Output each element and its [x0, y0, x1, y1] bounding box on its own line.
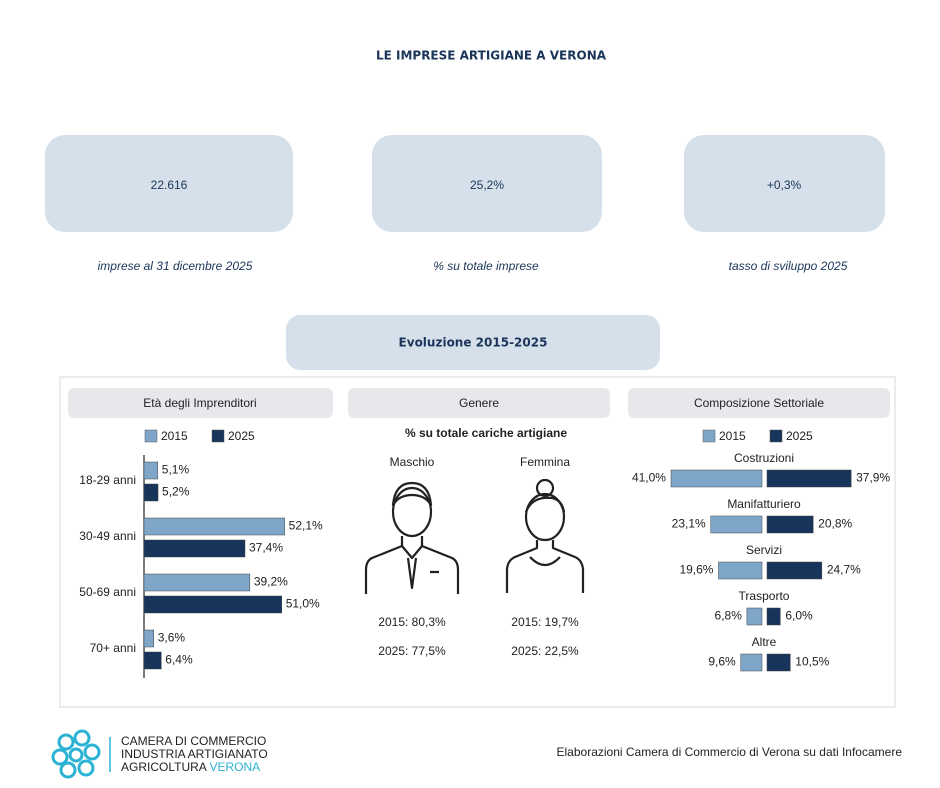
value-label: 52,1%	[289, 519, 323, 533]
kpi-label: tasso di sviluppo 2025	[729, 259, 848, 273]
bar	[710, 515, 763, 534]
value-label: 24,7%	[827, 563, 861, 577]
bar	[143, 651, 162, 670]
title: LE IMPRESE ARTIGIANE A VERONA	[376, 49, 607, 63]
value-label: 51,0%	[286, 597, 320, 611]
value-label: 20,8%	[818, 517, 852, 531]
section-box	[286, 315, 660, 370]
panel-title: Genere	[459, 396, 499, 410]
category-label: Costruzioni	[734, 451, 794, 465]
category-label: 70+ anni	[90, 641, 136, 655]
panel-header	[68, 388, 333, 418]
kpi-value: +0,3%	[767, 178, 802, 192]
bar	[143, 573, 251, 592]
legend-label: 2025	[786, 429, 813, 443]
category-label: 50-69 anni	[79, 585, 136, 599]
value-label: 5,1%	[162, 463, 190, 477]
kpi-value: 22.616	[151, 178, 188, 192]
legend-label: 2015	[719, 429, 746, 443]
value-label: 6,4%	[165, 653, 193, 667]
bar	[143, 595, 282, 614]
section-title: Evoluzione 2015-2025	[399, 336, 548, 350]
bar	[143, 629, 154, 648]
org-line: INDUSTRIA ARTIGIANATO	[121, 747, 268, 761]
gender-stat: 2025: 22,5%	[511, 644, 579, 658]
category-label: 30-49 anni	[79, 529, 136, 543]
legend-label: 2025	[228, 429, 255, 443]
gender-stat: 2015: 80,3%	[378, 615, 446, 629]
bar	[670, 469, 763, 488]
bar	[766, 515, 814, 534]
category-label: Servizi	[746, 543, 782, 557]
bar	[143, 483, 159, 502]
gender-stat: 2025: 77,5%	[378, 644, 446, 658]
value-label: 6,8%	[715, 609, 743, 623]
bar	[766, 469, 852, 488]
value-label: 41,0%	[632, 471, 666, 485]
panel-title: Età degli Imprenditori	[143, 396, 256, 410]
legend-swatch	[702, 429, 716, 443]
logo	[51, 729, 101, 779]
value-label: 6,0%	[785, 609, 813, 623]
org-city: VERONA	[209, 760, 260, 774]
value-label: 10,5%	[795, 655, 829, 669]
org-line: AGRICOLTURA	[121, 760, 207, 774]
kpi-box	[372, 135, 602, 232]
legend-swatch	[769, 429, 783, 443]
panel-title: Composizione Settoriale	[694, 396, 824, 410]
org-line: CAMERA DI COMMERCIO	[121, 734, 266, 748]
bar	[143, 517, 285, 536]
value-label: 5,2%	[162, 485, 190, 499]
kpi-box	[45, 135, 293, 232]
legend-swatch	[144, 429, 158, 443]
value-label: 23,1%	[672, 517, 706, 531]
bar	[740, 653, 763, 672]
org-line: AGRICOLTURA VERONA	[121, 760, 260, 774]
male-icon	[364, 481, 460, 594]
bar	[143, 539, 246, 558]
kpi-value: 25,2%	[470, 178, 504, 192]
value-label: 37,4%	[249, 541, 283, 555]
legend-label: 2015	[161, 429, 188, 443]
credit: Elaborazioni Camera di Commercio di Vero…	[557, 745, 903, 759]
bar	[766, 653, 791, 672]
category-label: Manifatturiero	[727, 497, 801, 511]
category-label: Altre	[752, 635, 777, 649]
kpi-box	[684, 135, 885, 232]
legend-swatch	[211, 429, 225, 443]
gender-label: Femmina	[520, 455, 570, 469]
value-label: 9,6%	[708, 655, 736, 669]
bar	[718, 561, 763, 580]
value-label: 3,6%	[158, 631, 186, 645]
kpi-label: imprese al 31 dicembre 2025	[98, 259, 253, 273]
category-label: Trasporto	[739, 589, 790, 603]
panel-header	[348, 388, 610, 418]
bar	[143, 461, 159, 480]
gender-subtitle: % su totale cariche artigiane	[405, 426, 567, 440]
female-icon	[505, 478, 585, 593]
gender-label: Maschio	[390, 455, 435, 469]
bar	[746, 607, 763, 626]
category-label: 18-29 anni	[79, 473, 136, 487]
value-label: 37,9%	[856, 471, 890, 485]
gender-stat: 2015: 19,7%	[511, 615, 579, 629]
panel-header	[628, 388, 890, 418]
value-label: 39,2%	[254, 575, 288, 589]
kpi-label: % su totale imprese	[433, 259, 539, 273]
bar	[766, 607, 781, 626]
bar	[766, 561, 823, 580]
value-label: 19,6%	[679, 563, 713, 577]
